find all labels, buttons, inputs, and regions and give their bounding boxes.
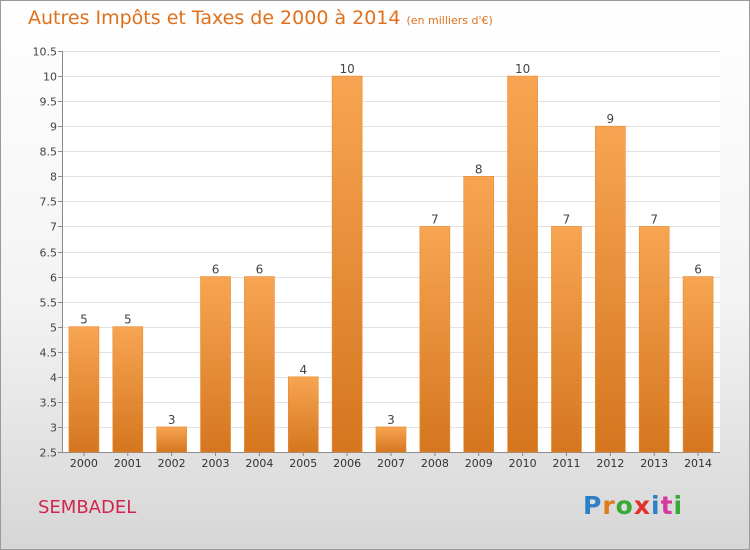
data-label: 5 <box>124 313 132 327</box>
y-tick-label: 9.5 <box>40 96 58 109</box>
logo-letter: i <box>651 491 661 520</box>
bar-2001 <box>112 326 144 453</box>
y-tick-label: 3 <box>50 422 57 435</box>
chart-title: Autres Impôts et Taxes de 2000 à 2014 (en… <box>28 7 493 29</box>
bar-2011 <box>551 226 582 453</box>
data-label: 8 <box>475 162 483 176</box>
logo-letter: P <box>583 491 603 520</box>
y-tick-label: 8.5 <box>40 146 58 159</box>
bar-2009 <box>463 176 495 453</box>
bar-2002 <box>156 426 187 453</box>
y-tick-label: 3.5 <box>40 397 58 410</box>
y-tick-label: 6 <box>50 272 57 285</box>
data-label: 7 <box>650 212 658 226</box>
data-label: 6 <box>256 263 264 277</box>
bar-2003 <box>200 276 231 453</box>
x-tick-label: 2009 <box>465 457 493 470</box>
y-tick-label: 5 <box>50 322 57 335</box>
logo-letter: x <box>633 491 651 520</box>
y-tick-label: 7.5 <box>40 196 58 209</box>
data-label: 7 <box>431 212 439 226</box>
y-tick-label: 9 <box>50 121 57 134</box>
bar-2014 <box>682 276 714 453</box>
data-label: 6 <box>694 263 702 277</box>
data-label: 4 <box>299 363 307 377</box>
x-tick-label: 2014 <box>684 457 712 470</box>
bar-2012 <box>595 125 626 453</box>
commune-name: SEMBADEL <box>38 497 137 518</box>
data-label: 6 <box>212 263 220 277</box>
data-label: 10 <box>515 62 530 76</box>
unit-label: (en milliers d'€) <box>406 14 493 27</box>
x-tick-label: 2012 <box>596 457 624 470</box>
bar-2010 <box>507 75 538 453</box>
data-label: 9 <box>607 112 615 126</box>
x-tick-label: 2008 <box>421 457 449 470</box>
y-tick-label: 8 <box>50 171 57 184</box>
data-label: 3 <box>387 413 395 427</box>
x-tick-label: 2001 <box>114 457 142 470</box>
title-text: Autres Impôts et Taxes de 2000 à 2014 <box>28 7 401 29</box>
y-tick-label: 4.5 <box>40 347 58 360</box>
bar-2004 <box>244 276 275 453</box>
y-tick-label: 2.5 <box>40 447 58 460</box>
bar-2007 <box>375 426 407 453</box>
x-tick-label: 2002 <box>158 457 186 470</box>
bar-2005 <box>287 376 319 453</box>
y-tick-label: 10.5 <box>33 46 58 59</box>
proxiti-logo: Proxiti <box>583 491 683 520</box>
bar-2006 <box>331 75 363 453</box>
y-tick-label: 5.5 <box>40 297 58 310</box>
y-tick-label: 6.5 <box>40 247 58 260</box>
logo-letter: o <box>615 491 634 520</box>
x-tick-label: 2000 <box>70 457 98 470</box>
x-tick-label: 2011 <box>552 457 580 470</box>
y-tick-label: 7 <box>50 221 57 234</box>
bar-2013 <box>638 226 670 453</box>
y-tick-label: 4 <box>50 372 57 385</box>
x-tick-label: 2006 <box>333 457 361 470</box>
y-tick-label: 10 <box>43 71 57 84</box>
data-label: 10 <box>339 62 354 76</box>
data-label: 7 <box>563 212 571 226</box>
logo-letter: t <box>660 491 674 520</box>
x-tick-label: 2007 <box>377 457 405 470</box>
x-tick-label: 2010 <box>509 457 537 470</box>
logo-letter: i <box>673 491 684 520</box>
bar-2008 <box>419 226 451 453</box>
bar-2000 <box>68 326 100 453</box>
data-label: 5 <box>80 313 88 327</box>
x-tick-label: 2005 <box>289 457 317 470</box>
x-tick-label: 2003 <box>202 457 230 470</box>
x-tick-label: 2004 <box>245 457 273 470</box>
data-label: 3 <box>168 413 176 427</box>
logo-letter: r <box>602 491 616 520</box>
x-tick-label: 2013 <box>640 457 668 470</box>
